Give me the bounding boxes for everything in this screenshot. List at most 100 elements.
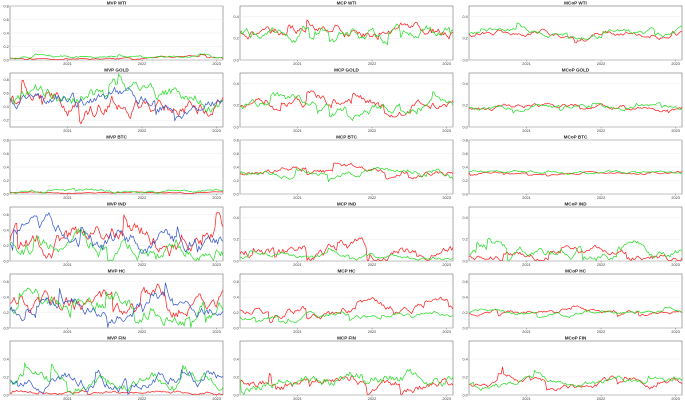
series-line-1 xyxy=(239,237,454,261)
y-tick-label: 0.0 xyxy=(463,259,468,263)
x-tick-label: 2023 xyxy=(442,129,450,133)
series-line-3 xyxy=(9,212,224,254)
y-tick-label: 0.4 xyxy=(463,165,468,169)
chart-panel-mcop-wti: MCoP WTI 0.0 0.2 0.4 2021 2022 2023 xyxy=(463,1,683,66)
y-tick-label: 0.2 xyxy=(4,119,9,123)
x-tick-label: 2023 xyxy=(212,196,220,200)
series-line-1 xyxy=(9,283,224,318)
panel-title: MCoP FIN xyxy=(565,336,587,341)
y-tick-label: 0.0 xyxy=(234,192,239,196)
x-tick-label: 2021 xyxy=(293,263,301,267)
series-line-3 xyxy=(9,282,224,328)
chart-panel-mcop-hc: MCoP HC 0.0 0.2 0.4 0.6 2021 2022 2023 xyxy=(463,269,683,334)
series-line-2 xyxy=(239,91,454,121)
series-line-2 xyxy=(468,237,683,261)
panel-title: MCoP WTI xyxy=(564,1,587,6)
series-line-2 xyxy=(239,368,454,395)
y-tick-label: 0.0 xyxy=(463,58,468,62)
y-tick-label: 0.0 xyxy=(4,58,9,62)
y-tick-label: 0.2 xyxy=(234,311,239,315)
panel-title: MVP BTC xyxy=(106,135,127,140)
y-tick-label: 0.4 xyxy=(234,295,239,299)
x-tick-label: 2023 xyxy=(671,129,679,133)
plot-frame xyxy=(468,273,683,329)
x-tick-label: 2022 xyxy=(368,196,376,200)
panel-title: MVP IND xyxy=(107,202,127,207)
y-tick-label: 0.4 xyxy=(234,357,239,361)
chart-panel-mcop-fin: MCoP FIN 0.0 0.2 0.4 2021 2022 2023 xyxy=(463,336,683,401)
y-tick-label: 0.8 xyxy=(4,138,9,142)
x-tick-label: 2021 xyxy=(63,330,71,334)
series-line-2 xyxy=(239,23,454,46)
y-tick-label: 0.2 xyxy=(463,37,468,41)
chart-panel-mcp-btc: MCP BTC 0.0 0.2 0.4 0.6 0.8 2021 2022 2023 xyxy=(234,135,454,200)
plot-frame xyxy=(239,206,454,262)
plot-frame xyxy=(9,340,224,396)
chart-panel-mcp-wti: MCP WTI 0.0 0.2 0.4 2021 2022 2023 xyxy=(234,1,454,66)
y-tick-label: 0.6 xyxy=(4,92,9,96)
chart-panel-mvp-wti: MVP WTI 0.0 0.2 0.4 0.6 0.8 2021 2022 2023 xyxy=(4,1,224,66)
x-tick-label: 2021 xyxy=(63,62,71,66)
y-tick-label: 0.2 xyxy=(234,375,239,379)
y-tick-label: 0.8 xyxy=(234,138,239,142)
series-line-1 xyxy=(468,28,683,44)
x-tick-label: 2022 xyxy=(597,397,605,401)
y-tick-label: 0.4 xyxy=(234,82,239,86)
x-tick-label: 2023 xyxy=(212,263,220,267)
x-tick-label: 2023 xyxy=(442,196,450,200)
y-tick-label: 0.2 xyxy=(4,311,9,315)
chart-panel-mvp-fin: MVP FIN 0.0 0.2 0.4 2021 2022 2023 xyxy=(4,336,224,401)
x-tick-label: 2022 xyxy=(368,330,376,334)
x-tick-label: 2022 xyxy=(368,62,376,66)
x-tick-label: 2023 xyxy=(212,129,220,133)
y-tick-label: 0.4 xyxy=(4,31,9,35)
series-line-1 xyxy=(239,162,454,180)
chart-panel-mvp-hc: MVP HC 0.0 0.2 0.4 0.6 2021 2022 2023 xyxy=(4,269,224,334)
x-tick-label: 2022 xyxy=(597,263,605,267)
series-line-1 xyxy=(239,372,454,395)
series-line-1 xyxy=(239,296,454,324)
plot-frame xyxy=(468,5,683,61)
series-line-2 xyxy=(468,369,683,391)
y-tick-label: 0.8 xyxy=(4,4,9,8)
series-line-1 xyxy=(468,102,683,114)
x-tick-label: 2022 xyxy=(368,263,376,267)
y-tick-label: 0.2 xyxy=(4,179,9,183)
y-tick-label: 0.4 xyxy=(463,15,468,19)
chart-panel-mvp-gold: MVP GOLD 0.2 0.4 0.6 0.8 2021 2022 2023 xyxy=(4,68,224,133)
chart-panel-mvp-btc: MVP BTC 0.0 0.2 0.4 0.6 0.8 2021 2022 2023 xyxy=(4,135,224,200)
y-tick-label: 0.0 xyxy=(463,192,468,196)
series-line-2 xyxy=(468,22,683,40)
y-tick-label: 0.6 xyxy=(4,152,9,156)
series-line-1 xyxy=(9,79,224,125)
y-tick-label: 0.0 xyxy=(4,393,9,397)
x-tick-label: 2023 xyxy=(442,330,450,334)
panel-title: MVP WTI xyxy=(107,1,127,6)
series-line-2 xyxy=(9,53,224,59)
y-tick-label: 0.2 xyxy=(4,375,9,379)
chart-panel-mcop-btc: MCoP BTC 0.0 0.2 0.4 0.6 0.8 2021 2022 2023 xyxy=(463,135,683,200)
y-tick-label: 0.2 xyxy=(463,311,468,315)
series-line-1 xyxy=(9,389,224,395)
panel-title: MVP HC xyxy=(108,269,126,274)
plot-frame xyxy=(468,340,683,396)
x-tick-label: 2021 xyxy=(63,129,71,133)
x-tick-label: 2023 xyxy=(671,62,679,66)
y-tick-label: 0.0 xyxy=(234,58,239,62)
y-tick-label: 0.0 xyxy=(4,326,9,330)
y-tick-label: 0.0 xyxy=(234,125,239,129)
y-tick-label: 0.0 xyxy=(234,326,239,330)
series-line-1 xyxy=(239,19,454,41)
x-tick-label: 2022 xyxy=(138,397,146,401)
series-line-2 xyxy=(239,310,454,324)
series-line-2 xyxy=(9,362,224,395)
y-tick-label: 0.2 xyxy=(234,37,239,41)
x-tick-label: 2021 xyxy=(63,263,71,267)
chart-panel-mcop-ind: MCoP IND 0.0 0.2 0.4 2021 2022 2023 xyxy=(463,202,683,267)
x-tick-label: 2022 xyxy=(597,196,605,200)
x-tick-label: 2023 xyxy=(212,330,220,334)
panel-title: MCoP GOLD xyxy=(562,68,590,73)
x-tick-label: 2023 xyxy=(671,397,679,401)
panel-title: MCP IND xyxy=(337,202,357,207)
x-tick-label: 2023 xyxy=(442,263,450,267)
